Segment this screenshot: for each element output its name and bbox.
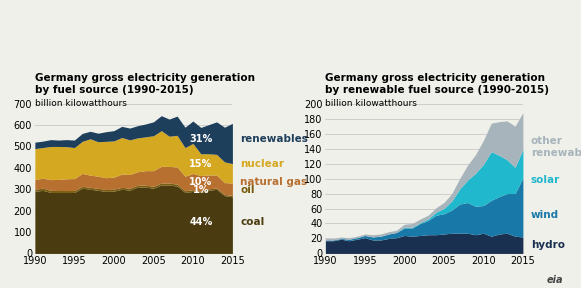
Text: 1%: 1% xyxy=(192,185,209,195)
Text: billion kilowatthours: billion kilowatthours xyxy=(35,99,127,108)
Text: coal: coal xyxy=(241,217,264,227)
Text: natural gas: natural gas xyxy=(241,177,307,187)
Text: hydro: hydro xyxy=(531,240,565,250)
Text: wind: wind xyxy=(531,210,559,220)
Text: nuclear: nuclear xyxy=(241,159,284,169)
Text: 31%: 31% xyxy=(189,134,213,144)
Text: other
renewables: other renewables xyxy=(531,136,581,158)
Text: oil: oil xyxy=(241,185,255,195)
Text: 44%: 44% xyxy=(189,217,213,227)
Text: solar: solar xyxy=(531,175,560,185)
Text: 10%: 10% xyxy=(189,177,213,187)
Text: Germany gross electricity generation
by renewable fuel source (1990-2015): Germany gross electricity generation by … xyxy=(325,73,550,95)
Text: 15%: 15% xyxy=(189,159,213,169)
Text: billion kilowatthours: billion kilowatthours xyxy=(325,99,417,108)
Text: eia: eia xyxy=(547,275,564,285)
Text: Germany gross electricity generation
by fuel source (1990-2015): Germany gross electricity generation by … xyxy=(35,73,255,95)
Text: renewables: renewables xyxy=(241,134,308,144)
